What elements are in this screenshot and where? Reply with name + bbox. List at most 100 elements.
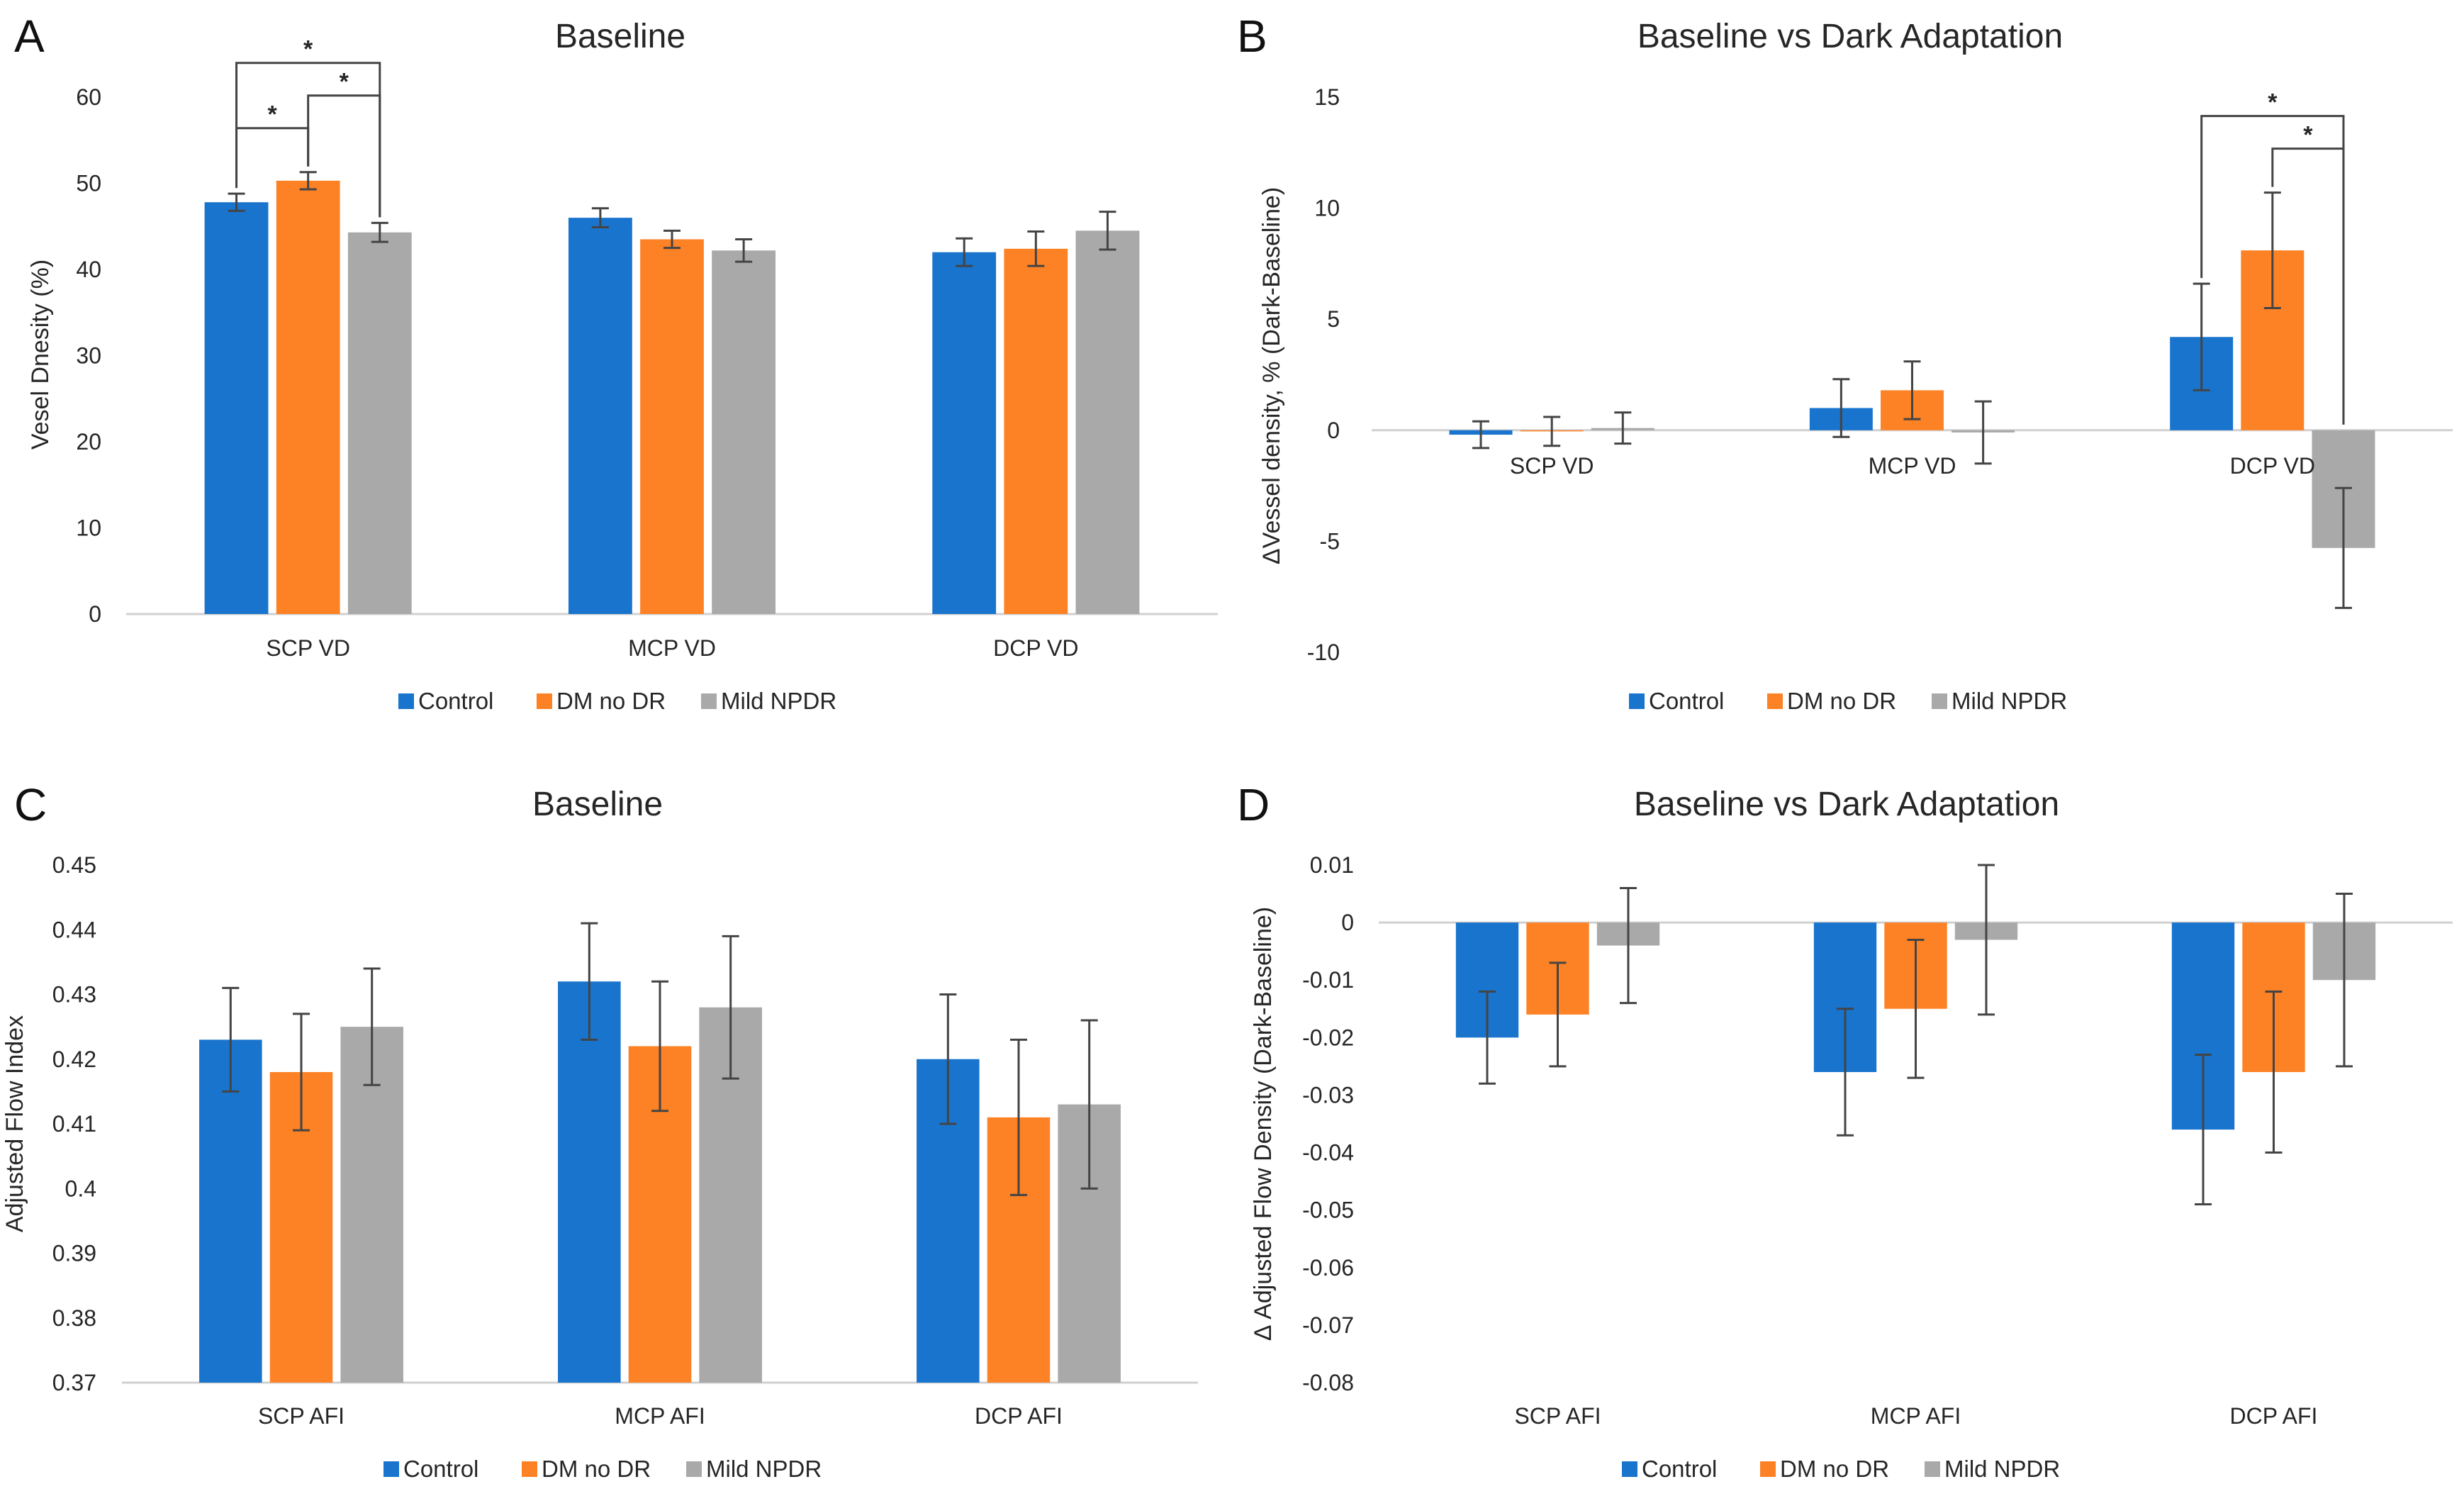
chart-title-c: Baseline	[532, 786, 663, 823]
legend-swatch	[1760, 1461, 1776, 1477]
y-tick-label: 0.39	[52, 1241, 96, 1266]
legend-label: Control	[1642, 1456, 1717, 1482]
legend-label: Control	[403, 1456, 478, 1482]
significance-star: *	[2268, 89, 2278, 116]
category-label: DCP VD	[993, 635, 1078, 661]
y-tick-label: -0.08	[1302, 1370, 1354, 1395]
y-tick-label: 0.45	[52, 852, 96, 878]
y-tick-label: 0.37	[52, 1370, 96, 1395]
legend-label: DM no DR	[1780, 1456, 1889, 1482]
y-tick-label: -0.06	[1302, 1255, 1354, 1281]
y-tick-label: 0.41	[52, 1111, 96, 1137]
significance-star: *	[303, 36, 313, 63]
y-tick-label: 30	[76, 343, 101, 369]
panel-label-d: D	[1237, 779, 1270, 830]
significance-bracket	[2200, 115, 2345, 425]
legend-label: DM no DR	[542, 1456, 651, 1482]
y-tick-label: 5	[1327, 306, 1340, 332]
bar	[340, 1027, 403, 1383]
legend-swatch	[537, 693, 552, 709]
legend-swatch	[701, 693, 717, 709]
legend-swatch	[686, 1461, 702, 1477]
y-tick-label: -0.07	[1302, 1312, 1354, 1338]
category-label: SCP VD	[1510, 453, 1594, 479]
legend-swatch	[398, 693, 414, 709]
panel-label-a: A	[14, 11, 45, 62]
significance-bracket	[235, 62, 381, 218]
category-label: MCP VD	[628, 635, 716, 661]
legend-label: DM no DR	[1787, 688, 1896, 714]
y-tick-label: 0.38	[52, 1305, 96, 1331]
category-label: MCP AFI	[615, 1403, 705, 1429]
category-label: SCP AFI	[1514, 1403, 1601, 1429]
y-tick-label: 0	[1327, 418, 1340, 443]
significance-bracket	[235, 127, 310, 189]
bar	[276, 180, 340, 615]
y-tick-label: -0.02	[1302, 1025, 1354, 1050]
significance-star: *	[340, 69, 349, 96]
legend-swatch	[522, 1461, 537, 1477]
y-tick-label: -10	[1307, 640, 1340, 665]
category-label: MCP VD	[1869, 453, 1956, 479]
y-tick-label: 0.42	[52, 1047, 96, 1072]
y-tick-label: 50	[76, 171, 101, 196]
category-label: DCP AFI	[975, 1403, 1063, 1429]
chart-title-d: Baseline vs Dark Adaptation	[1634, 786, 2059, 823]
y-tick-label: 10	[1314, 196, 1340, 221]
y-tick-label: 0.01	[1310, 852, 1354, 878]
bar	[347, 232, 412, 614]
legend-label: Control	[1649, 688, 1724, 714]
chart-title-a: Baseline	[555, 18, 685, 55]
significance-star: *	[2303, 122, 2313, 149]
y-tick-label: -0.03	[1302, 1082, 1354, 1108]
y-tick-label: 15	[1314, 84, 1340, 110]
category-label: SCP AFI	[258, 1403, 345, 1429]
legend-swatch	[1932, 693, 1947, 709]
y-tick-label: 0.43	[52, 982, 96, 1008]
bar	[558, 981, 621, 1383]
category-label: SCP VD	[266, 635, 350, 661]
legend-swatch	[1622, 1461, 1637, 1477]
y-tick-label: -0.04	[1302, 1140, 1354, 1166]
legend-swatch	[1629, 693, 1645, 709]
y-tick-label: -0.01	[1302, 967, 1354, 993]
bar	[199, 1039, 262, 1383]
y-axis-label-a: Vesel Dnesity (%)	[27, 260, 54, 450]
y-axis-label-c: Adjusted Flow Index	[1, 1015, 28, 1232]
category-label: DCP VD	[2230, 453, 2315, 479]
bar	[932, 252, 997, 614]
legend-label: DM no DR	[556, 688, 666, 714]
legend-swatch	[1767, 693, 1783, 709]
legend-label: Mild NPDR	[1951, 688, 2067, 714]
bar	[640, 239, 704, 615]
bar	[1004, 248, 1068, 615]
y-tick-label: 0.4	[65, 1176, 96, 1201]
panel-label-b: B	[1237, 11, 1267, 62]
y-tick-label: 0	[1341, 910, 1354, 935]
legend-label: Mild NPDR	[706, 1456, 822, 1482]
y-tick-label: 20	[76, 429, 101, 454]
bar	[712, 250, 776, 614]
bar	[568, 218, 632, 615]
y-tick-label: 0	[89, 601, 101, 627]
significance-star: *	[267, 101, 277, 128]
bar	[204, 202, 269, 615]
panel-label-c: C	[14, 779, 47, 830]
y-axis-label-d: Δ Adjusted Flow Density (Dark-Baseline)	[1250, 907, 1277, 1341]
bar	[1075, 230, 1140, 614]
legend-swatch	[1925, 1461, 1940, 1477]
chart-title-b: Baseline vs Dark Adaptation	[1637, 18, 2063, 55]
category-label: MCP AFI	[1871, 1403, 1961, 1429]
y-tick-label: 40	[76, 257, 101, 282]
y-tick-label: -5	[1320, 528, 1340, 554]
y-tick-label: 0.44	[52, 917, 96, 942]
legend-label: Control	[418, 688, 493, 714]
category-label: DCP AFI	[2230, 1403, 2318, 1429]
y-tick-label: 10	[76, 515, 101, 541]
legend-label: Mild NPDR	[1944, 1456, 2060, 1482]
y-tick-label: -0.05	[1302, 1198, 1354, 1223]
legend-swatch	[383, 1461, 399, 1477]
legend-label: Mild NPDR	[721, 688, 836, 714]
y-axis-label-b: ΔVessel density, % (Dark-Baseline)	[1258, 187, 1285, 564]
